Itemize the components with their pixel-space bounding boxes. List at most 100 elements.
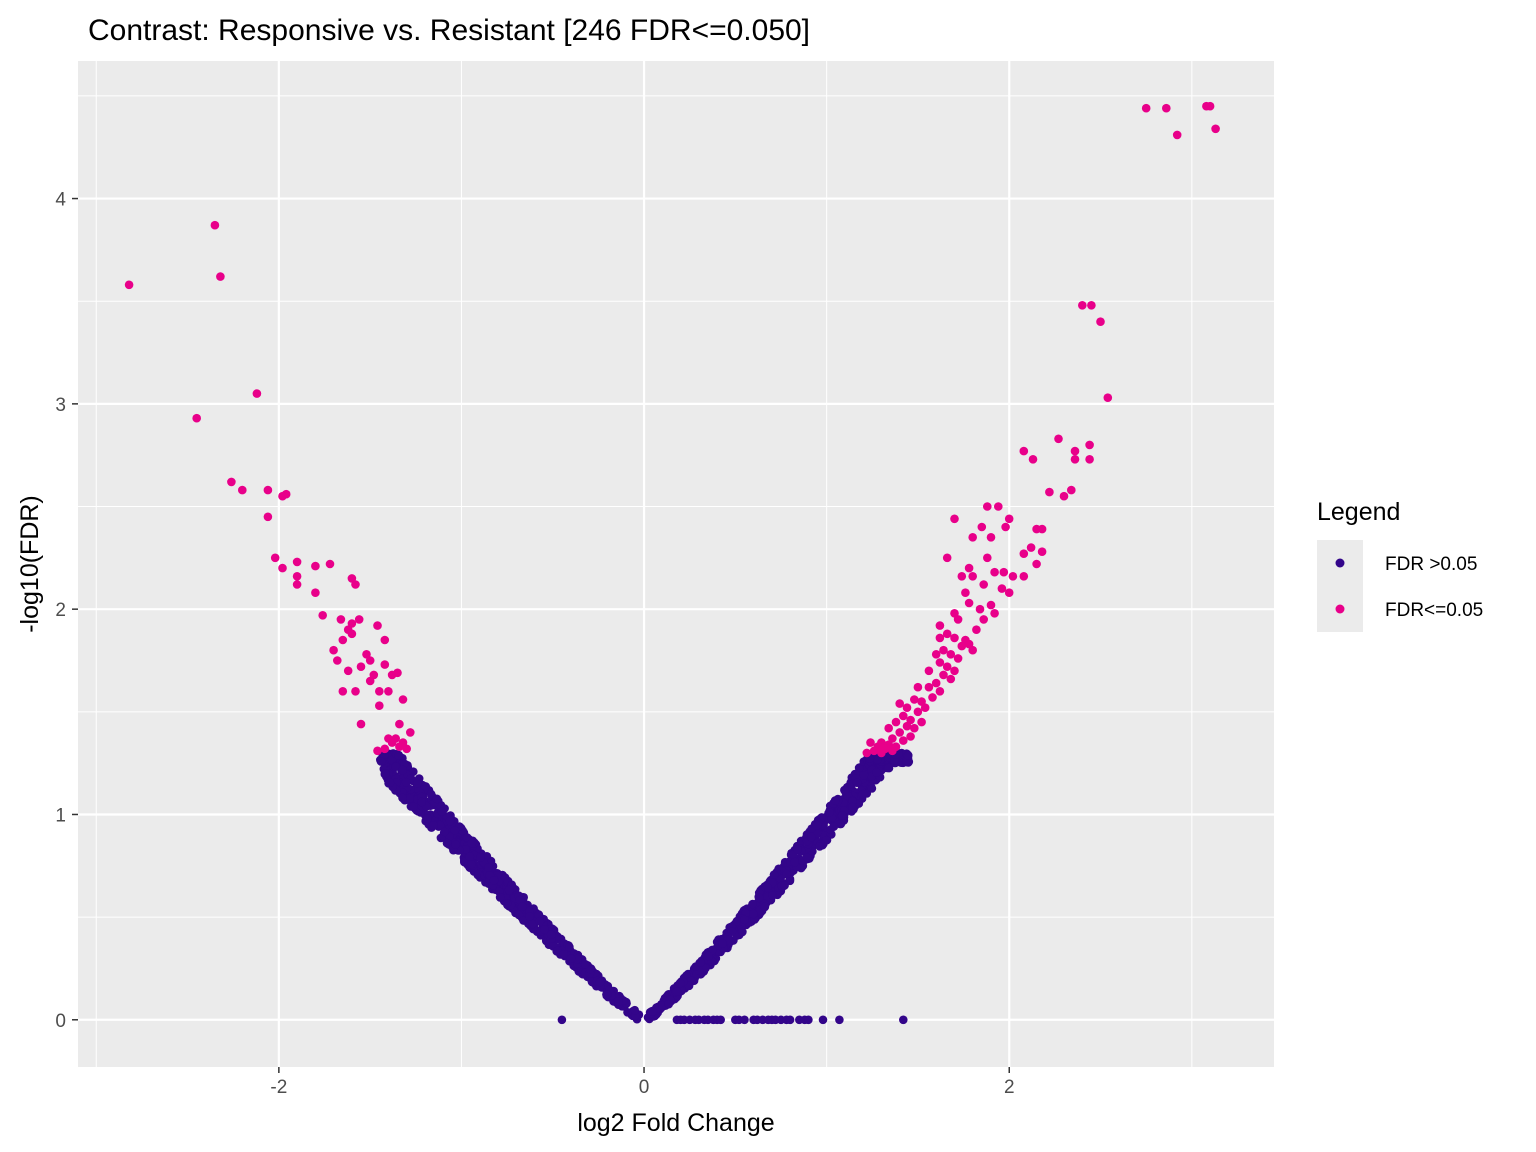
- data-point: [950, 666, 959, 676]
- chart-title: Contrast: Responsive vs. Resistant [246 …: [88, 14, 810, 47]
- data-point: [1162, 103, 1171, 113]
- data-point: [848, 802, 857, 812]
- data-point: [281, 489, 291, 499]
- data-point: [517, 902, 527, 911]
- data-point: [391, 762, 401, 771]
- data-point: [630, 1005, 639, 1015]
- data-point: [401, 778, 411, 787]
- data-point: [1008, 572, 1018, 581]
- data-point: [935, 633, 945, 643]
- data-point: [442, 838, 452, 848]
- x-tick-label: -2: [270, 1077, 287, 1098]
- data-point: [924, 666, 934, 676]
- data-point: [990, 567, 999, 577]
- data-point: [858, 789, 868, 799]
- legend-title: Legend: [1317, 498, 1400, 526]
- data-point: [502, 899, 512, 908]
- data-point: [362, 650, 371, 659]
- y-tick-label: 4: [55, 190, 66, 211]
- data-point: [476, 853, 485, 862]
- data-point: [540, 925, 549, 934]
- legend-label-sig: FDR<=0.05: [1385, 600, 1483, 621]
- legend-key-sig: [1335, 604, 1345, 614]
- data-point: [994, 502, 1003, 511]
- data-point: [263, 512, 273, 522]
- data-point: [385, 778, 395, 787]
- data-point: [961, 588, 970, 597]
- data-point: [895, 699, 904, 708]
- data-point: [489, 876, 499, 885]
- data-point: [708, 945, 717, 955]
- data-point: [829, 822, 839, 831]
- data-point: [946, 674, 956, 684]
- data-point: [1019, 446, 1029, 456]
- data-point: [1026, 543, 1036, 552]
- data-point: [906, 715, 915, 725]
- data-point: [429, 821, 439, 830]
- data-point: [718, 939, 727, 948]
- data-point: [807, 832, 816, 842]
- data-point: [785, 1015, 795, 1025]
- data-point: [780, 881, 789, 890]
- data-point: [270, 553, 280, 563]
- data-point: [957, 572, 967, 581]
- data-point: [192, 413, 201, 423]
- data-point: [566, 954, 576, 963]
- data-point: [311, 588, 320, 597]
- data-point: [292, 557, 302, 567]
- data-point: [473, 869, 483, 879]
- data-point: [1019, 549, 1029, 558]
- data-point: [292, 572, 302, 581]
- data-point: [338, 687, 348, 696]
- data-point: [373, 621, 382, 630]
- data-point: [924, 682, 934, 692]
- data-point: [393, 668, 402, 678]
- data-point: [704, 951, 713, 961]
- data-point: [957, 641, 967, 651]
- data-point: [614, 997, 623, 1006]
- data-point: [402, 744, 412, 754]
- data-point: [902, 703, 912, 712]
- data-point: [899, 711, 908, 721]
- data-point: [804, 1015, 813, 1025]
- data-point: [1070, 446, 1080, 456]
- data-point: [975, 604, 985, 614]
- data-point: [398, 695, 408, 704]
- data-point: [990, 609, 999, 618]
- data-point: [917, 717, 926, 727]
- data-point: [884, 763, 894, 773]
- data-point: [1087, 301, 1096, 310]
- data-point: [445, 816, 455, 826]
- data-point: [252, 389, 262, 398]
- data-point: [935, 687, 945, 696]
- data-point: [1004, 588, 1014, 597]
- data-point: [748, 899, 757, 909]
- data-point: [546, 930, 556, 939]
- data-point: [983, 502, 992, 511]
- data-point: [451, 840, 460, 849]
- data-point: [913, 682, 923, 692]
- x-tick-label: 2: [1004, 1077, 1015, 1098]
- data-point: [891, 717, 901, 727]
- data-point: [1085, 440, 1094, 450]
- data-point: [525, 912, 534, 921]
- data-point: [968, 572, 977, 581]
- data-point: [365, 656, 375, 665]
- y-axis-ticks: 0 1 2 3 4: [55, 190, 78, 1032]
- y-tick-label: 3: [55, 395, 66, 416]
- data-point: [942, 553, 952, 563]
- data-point: [920, 703, 930, 712]
- data-point: [835, 1015, 844, 1025]
- data-point: [440, 827, 449, 837]
- data-point: [1004, 514, 1014, 524]
- data-point: [333, 656, 342, 665]
- data-point: [837, 811, 847, 820]
- data-point: [413, 778, 422, 788]
- data-point: [417, 797, 427, 807]
- data-point: [815, 842, 824, 851]
- data-point: [740, 915, 749, 925]
- data-point: [278, 563, 287, 573]
- data-point: [867, 784, 877, 793]
- data-point: [782, 869, 791, 879]
- data-point: [354, 615, 364, 624]
